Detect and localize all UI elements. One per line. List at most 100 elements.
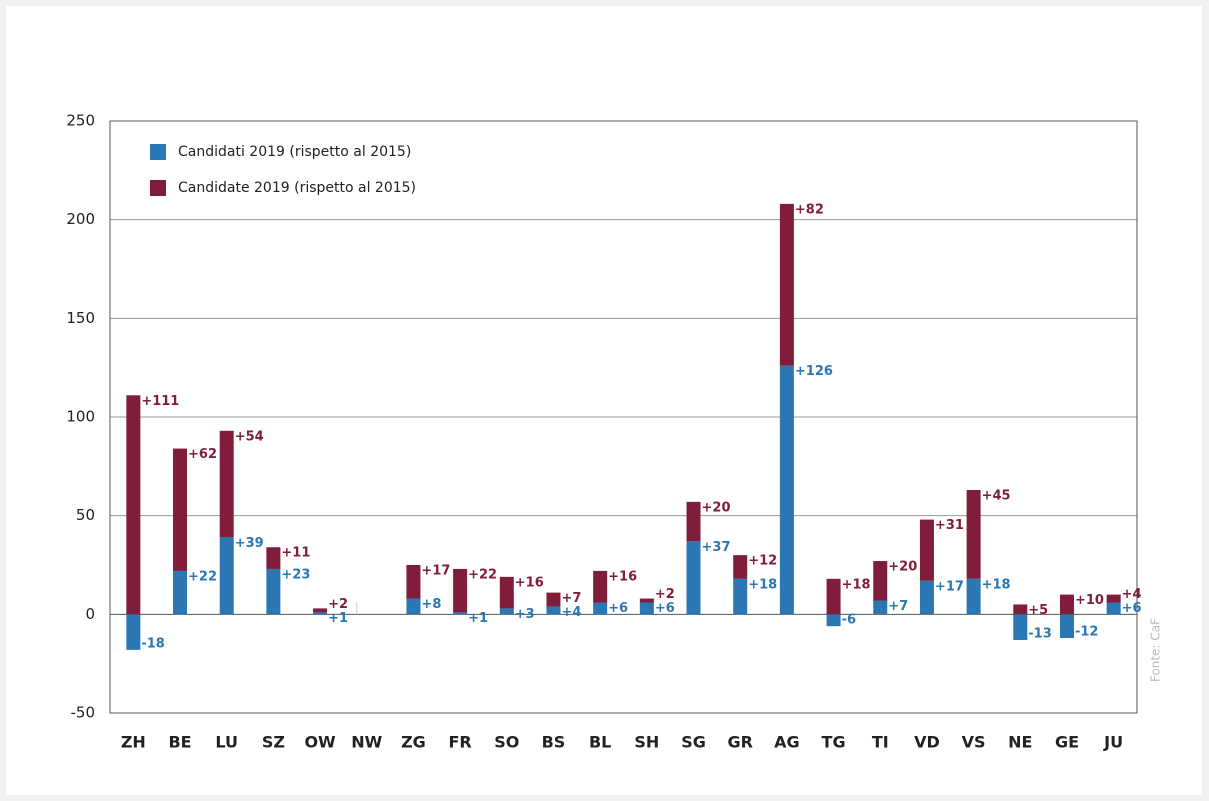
data-label: +54	[235, 429, 264, 444]
data-label: +22	[468, 567, 497, 582]
data-label: +10	[1075, 593, 1104, 608]
bar-segment	[266, 568, 281, 615]
data-label: -18	[141, 636, 165, 651]
bar-segment	[313, 612, 328, 615]
x-tick-label: SZ	[262, 733, 285, 752]
x-tick-label: GR	[727, 733, 752, 752]
data-label: +6	[655, 601, 675, 616]
data-label: +126	[795, 364, 833, 379]
data-label: +37	[702, 540, 731, 555]
bar-segment	[266, 547, 281, 569]
bar-segment	[219, 537, 234, 615]
x-tick-label: BS	[542, 733, 566, 752]
bar-segment	[639, 602, 654, 615]
data-label: +111	[141, 394, 179, 409]
x-tick-label: OW	[304, 733, 336, 752]
data-label: +18	[748, 577, 777, 592]
data-label: +6	[1122, 601, 1142, 616]
data-label: +31	[935, 518, 964, 533]
x-tick-label: VS	[962, 733, 986, 752]
data-label: +5	[1028, 603, 1048, 618]
data-label: +1	[328, 611, 348, 626]
x-tick-label: FR	[448, 733, 471, 752]
data-label: +4	[1122, 587, 1142, 602]
x-tick-label: ZG	[401, 733, 426, 752]
bar-segment	[733, 555, 748, 579]
data-label: +1	[468, 611, 488, 626]
x-tick-label: SH	[634, 733, 659, 752]
data-label: -6	[842, 613, 856, 628]
bar-segment	[779, 203, 794, 366]
x-tick-label: LU	[215, 733, 238, 752]
bar-segment	[499, 576, 514, 609]
bar-segment	[1106, 594, 1121, 603]
bar-segment	[499, 608, 514, 615]
bar-segment	[779, 365, 794, 615]
bar-segment	[966, 490, 981, 579]
data-label: +2	[655, 587, 675, 602]
x-tick-label: ZH	[121, 733, 146, 752]
x-tick-label: NE	[1008, 733, 1032, 752]
x-tick-label: AG	[774, 733, 800, 752]
bar-segment	[826, 578, 841, 615]
data-label: +39	[235, 536, 264, 551]
bar-segment	[686, 541, 701, 615]
data-label: +23	[281, 567, 310, 582]
y-tick-label: 50	[76, 506, 95, 524]
bar-segment	[1013, 604, 1028, 615]
y-tick-label: 200	[66, 210, 95, 228]
bar-segment	[546, 592, 561, 607]
x-tick-label: NW	[351, 733, 382, 752]
data-label: +17	[421, 564, 450, 579]
bar-segment	[173, 448, 188, 571]
data-label: +2	[328, 597, 348, 612]
plot-frame	[109, 120, 1138, 714]
y-tick-label: -50	[71, 704, 96, 722]
y-tick-label: 150	[66, 309, 95, 327]
bar-segment	[873, 600, 888, 615]
data-label: +16	[608, 569, 637, 584]
data-label: +6	[608, 601, 628, 616]
legend-label: Candidate 2019 (rispetto al 2015)	[178, 180, 416, 196]
data-label: +7	[561, 591, 581, 606]
data-label: +62	[188, 447, 217, 462]
source: Fonte: CaF	[1149, 618, 1163, 682]
data-label: +22	[188, 569, 217, 584]
data-label: +3	[515, 607, 535, 622]
bar-segment	[313, 608, 328, 613]
bar-segment	[733, 578, 748, 615]
x-tick-label: SO	[494, 733, 519, 752]
bar-segment	[1059, 614, 1074, 639]
bar-segment	[593, 570, 608, 603]
data-label: +7	[888, 599, 908, 614]
data-label: -13	[1028, 626, 1052, 641]
y-tick-label: 100	[66, 408, 95, 426]
data-label: +17	[935, 579, 964, 594]
bar-segment	[873, 561, 888, 601]
bar-segment	[919, 580, 934, 615]
bar-segment	[126, 614, 141, 650]
data-label: +18	[842, 577, 871, 592]
bar-segment	[686, 501, 701, 542]
x-tick-label: TI	[872, 733, 889, 752]
data-label: -12	[1075, 625, 1099, 640]
bar-segment	[546, 606, 561, 615]
data-label: +4	[561, 605, 581, 620]
bar-segment	[826, 614, 841, 627]
bar-segment	[173, 570, 188, 615]
bar-segment	[126, 395, 141, 615]
x-tick-label: BL	[589, 733, 611, 752]
bar-segment	[1059, 594, 1074, 615]
x-tick-label: TG	[822, 733, 846, 752]
legend-label: Candidati 2019 (rispetto al 2015)	[178, 144, 411, 160]
data-label: +20	[702, 500, 731, 515]
bar-segment	[219, 430, 234, 538]
panel	[6, 6, 1202, 795]
data-label: +11	[281, 546, 310, 561]
x-tick-label: VD	[914, 733, 940, 752]
bar-segment	[639, 598, 654, 603]
data-label: +82	[795, 202, 824, 217]
data-label: +18	[982, 577, 1011, 592]
x-tick-label: SG	[681, 733, 706, 752]
